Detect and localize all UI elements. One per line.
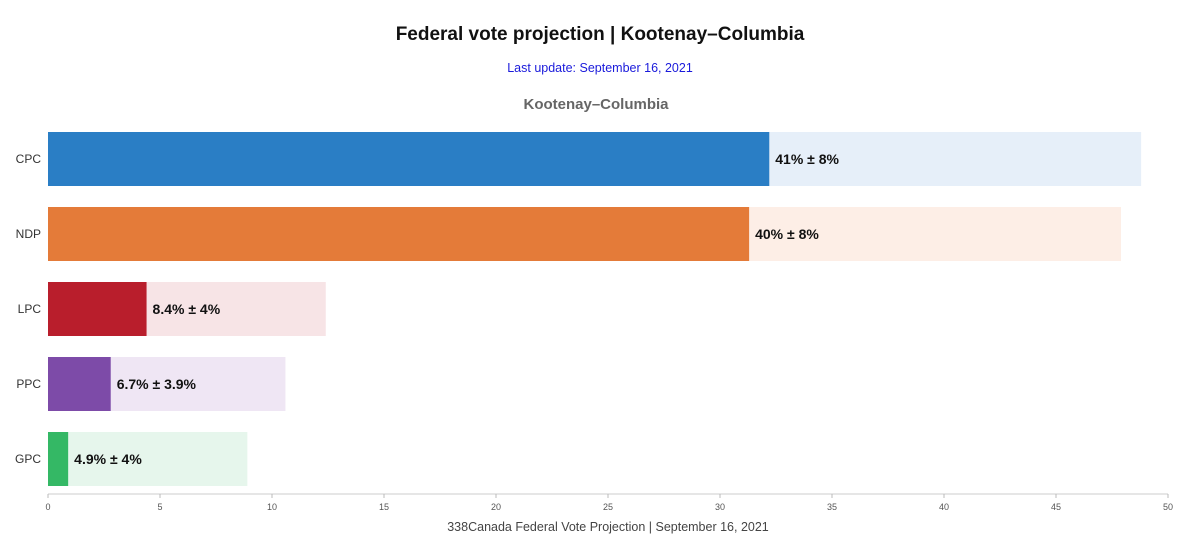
x-tick-label: 0 xyxy=(45,502,50,512)
data-label-lpc: 8.4% ± 4% xyxy=(153,301,221,317)
data-label-ndp: 40% ± 8% xyxy=(755,226,819,242)
range-bar-gpc xyxy=(48,432,248,486)
category-label-lpc: LPC xyxy=(18,302,42,316)
chart-title: Kootenay–Columbia xyxy=(523,96,669,113)
x-axis-ticks: 0 5 10 15 20 25 30 35 40 45 50 xyxy=(45,494,1173,512)
category-label-gpc: GPC xyxy=(15,452,41,466)
bar-cpc xyxy=(48,132,770,186)
x-tick-label: 45 xyxy=(1051,502,1061,512)
x-tick-label: 5 xyxy=(157,502,162,512)
category-labels: CPC NDP LPC PPC GPC xyxy=(15,152,41,466)
data-label-ppc: 6.7% ± 3.9% xyxy=(117,376,197,392)
data-label-cpc: 41% ± 8% xyxy=(775,151,839,167)
x-tick-label: 20 xyxy=(491,502,501,512)
category-label-cpc: CPC xyxy=(16,152,42,166)
x-tick-label: 10 xyxy=(267,502,277,512)
bar-ndp xyxy=(48,207,750,261)
x-tick-label: 40 xyxy=(939,502,949,512)
last-update-text: Last update: September 16, 2021 xyxy=(507,61,693,75)
value-bars xyxy=(48,132,770,486)
bar-gpc xyxy=(48,432,69,486)
data-label-gpc: 4.9% ± 4% xyxy=(74,451,142,467)
x-tick-label: 50 xyxy=(1163,502,1173,512)
data-labels: 41% ± 8% 40% ± 8% 8.4% ± 4% 6.7% ± 3.9% 4.9%… xyxy=(74,151,839,467)
category-label-ppc: PPC xyxy=(16,377,41,391)
page-title: Federal vote projection | Kootenay–Colum… xyxy=(395,24,805,45)
x-tick-label: 30 xyxy=(715,502,725,512)
bar-ppc xyxy=(48,357,111,411)
category-label-ndp: NDP xyxy=(16,227,41,241)
x-tick-label: 15 xyxy=(379,502,389,512)
x-tick-label: 25 xyxy=(603,502,613,512)
x-axis-label: 338Canada Federal Vote Projection | Sept… xyxy=(447,520,769,534)
x-tick-label: 35 xyxy=(827,502,837,512)
bar-lpc xyxy=(48,282,147,336)
